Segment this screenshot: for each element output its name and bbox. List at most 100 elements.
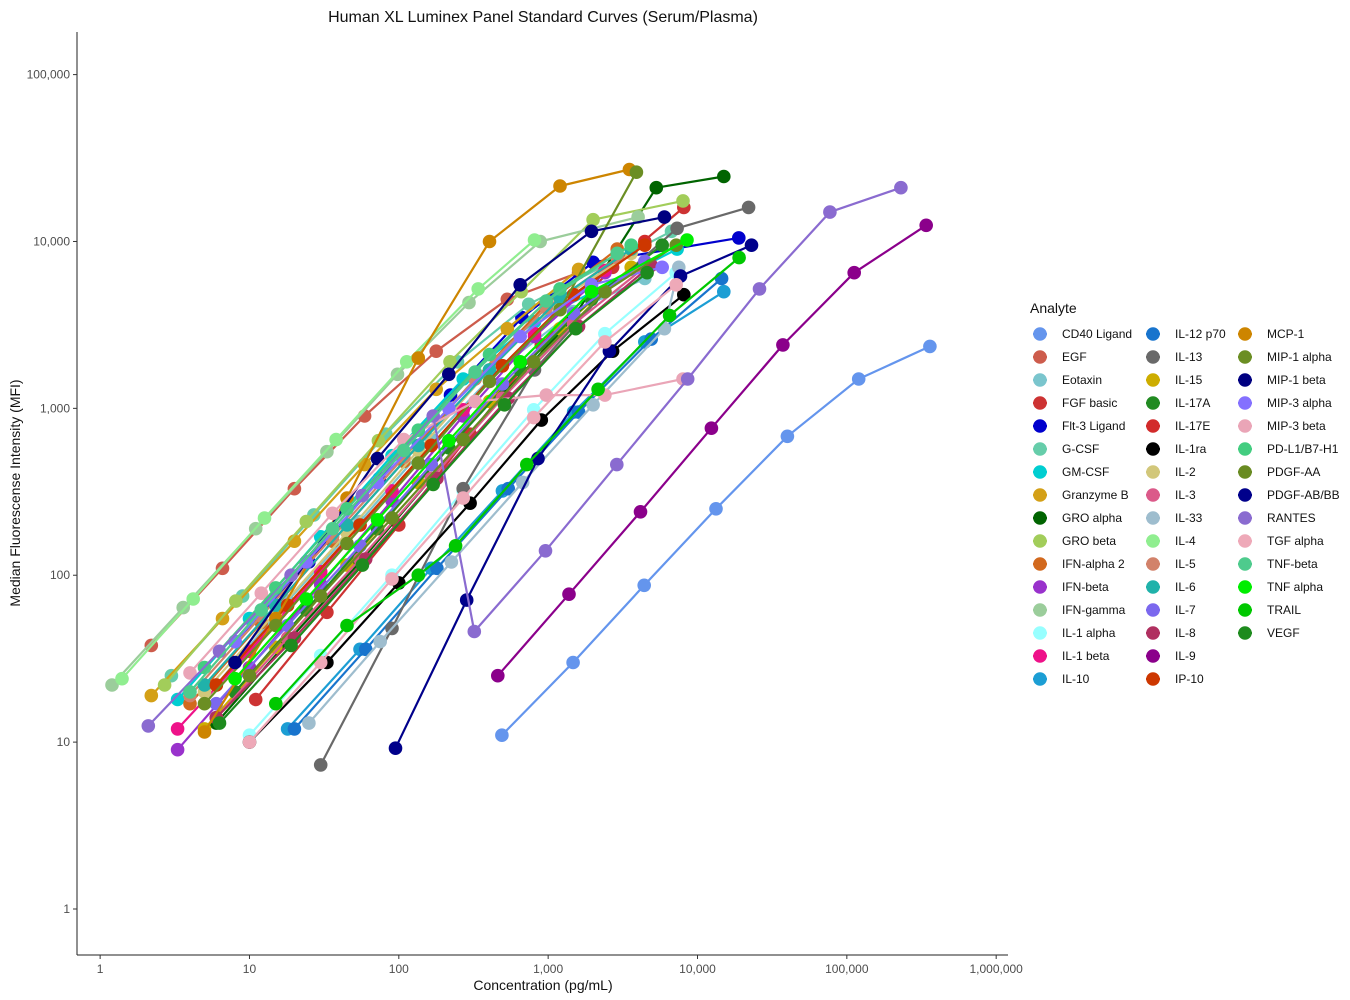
data-point [780, 429, 795, 444]
data-point [444, 555, 459, 569]
series-37 [197, 238, 638, 675]
legend-label: IL-1 beta [1062, 649, 1110, 663]
legend-key-marker [1238, 511, 1252, 525]
data-point [520, 457, 534, 472]
data-point [215, 561, 230, 576]
data-point [655, 238, 669, 252]
legend-label: IL-33 [1175, 511, 1203, 525]
legend-key-marker [1238, 488, 1252, 502]
legend-item: IL-13 [1146, 350, 1203, 364]
legend-item: TGF alpha [1238, 534, 1324, 548]
legend-title: Analyte [1030, 300, 1077, 316]
data-point [629, 165, 644, 179]
data-point [571, 262, 586, 277]
data-point [448, 539, 463, 553]
legend-item: IL-7 [1146, 603, 1196, 617]
legend-item: IL-17E [1146, 419, 1210, 433]
data-point [680, 372, 695, 386]
legend-label: MIP-1 beta [1267, 373, 1326, 387]
data-point [482, 347, 497, 362]
legend-label: FGF basic [1062, 396, 1117, 410]
legend-label: Flt-3 Ligand [1062, 419, 1125, 433]
legend-item: IL-1 beta [1033, 649, 1110, 663]
legend-label: G-CSF [1062, 442, 1099, 456]
legend-label: IL-1 alpha [1062, 626, 1116, 640]
y-tick-label: 100,000 [27, 68, 71, 82]
legend-item: FGF basic [1033, 396, 1117, 410]
data-point [170, 692, 185, 707]
legend-item: IL-10 [1033, 672, 1090, 686]
legend-item: Flt-3 Ligand [1033, 419, 1125, 433]
legend-item: IL-1 alpha [1033, 626, 1116, 640]
legend-item: IFN-gamma [1033, 603, 1126, 617]
legend-item: GRO beta [1033, 534, 1116, 548]
data-point [500, 321, 515, 336]
legend-key-marker [1033, 442, 1047, 456]
data-point [584, 284, 599, 299]
data-point [459, 593, 474, 607]
legend: Analyte CD40 Ligand EGF Eotaxin FGF basic Fl… [1030, 300, 1340, 686]
data-point [539, 294, 554, 308]
legend-key-marker [1033, 580, 1047, 594]
data-point [501, 481, 515, 496]
legend-label: VEGF [1267, 626, 1300, 640]
data-point [823, 205, 837, 219]
legend-key-marker [1238, 327, 1252, 341]
data-point [183, 685, 197, 699]
series-41 [242, 278, 683, 749]
data-point [923, 339, 937, 354]
legend-item: IL-6 [1146, 580, 1196, 594]
legend-label: GM-CSF [1062, 465, 1109, 479]
legend-key-marker [1146, 511, 1160, 525]
data-point [566, 655, 580, 670]
data-point [527, 315, 542, 329]
legend-key-marker [1146, 373, 1160, 387]
legend-key-marker [1033, 350, 1047, 364]
data-point [254, 586, 269, 600]
series-layer [105, 162, 937, 772]
series-29 [209, 258, 658, 725]
data-point [491, 668, 505, 683]
legend-item: PDGF-AB/BB [1238, 488, 1340, 502]
data-point [584, 224, 599, 239]
data-point [170, 742, 185, 757]
series-45 [212, 265, 654, 730]
legend-label: IL-4 [1175, 534, 1196, 548]
legend-key-marker [1033, 373, 1047, 387]
data-point [586, 398, 600, 412]
legend-label: MIP-3 beta [1267, 419, 1326, 433]
series-line [274, 256, 740, 705]
data-point [670, 221, 684, 236]
legend-item: IL-17A [1146, 396, 1210, 410]
legend-key-marker [1033, 327, 1047, 341]
legend-key-marker [1146, 442, 1160, 456]
data-point [657, 321, 672, 336]
data-point [284, 638, 298, 653]
series-line [501, 345, 931, 736]
data-point [610, 457, 624, 472]
data-point [704, 421, 719, 436]
data-point [553, 179, 567, 193]
data-point [399, 355, 414, 369]
data-point [513, 278, 527, 292]
legend-item: TNF-beta [1238, 557, 1318, 571]
data-point [299, 514, 314, 529]
data-point [752, 282, 767, 296]
data-point [495, 728, 509, 742]
legend-item: PD-L1/B7-H1 [1238, 442, 1339, 456]
legend-label: IL-15 [1175, 373, 1203, 387]
legend-item: IL-9 [1146, 649, 1196, 663]
legend-label: IL-9 [1175, 649, 1196, 663]
legend-label: MIP-1 alpha [1267, 350, 1332, 364]
legend-item: IL-1ra [1146, 442, 1207, 456]
legend-label: IL-6 [1175, 580, 1196, 594]
legend-item: IL-33 [1146, 511, 1203, 525]
legend-key-marker [1146, 672, 1160, 686]
legend-label: PDGF-AA [1267, 465, 1320, 479]
legend-label: IL-17E [1175, 419, 1210, 433]
legend-key-marker [1238, 603, 1252, 617]
legend-label: TRAIL [1267, 603, 1301, 617]
legend-key-marker [1033, 649, 1047, 663]
legend-key-marker [1238, 534, 1252, 548]
legend-label: IL-10 [1062, 672, 1090, 686]
